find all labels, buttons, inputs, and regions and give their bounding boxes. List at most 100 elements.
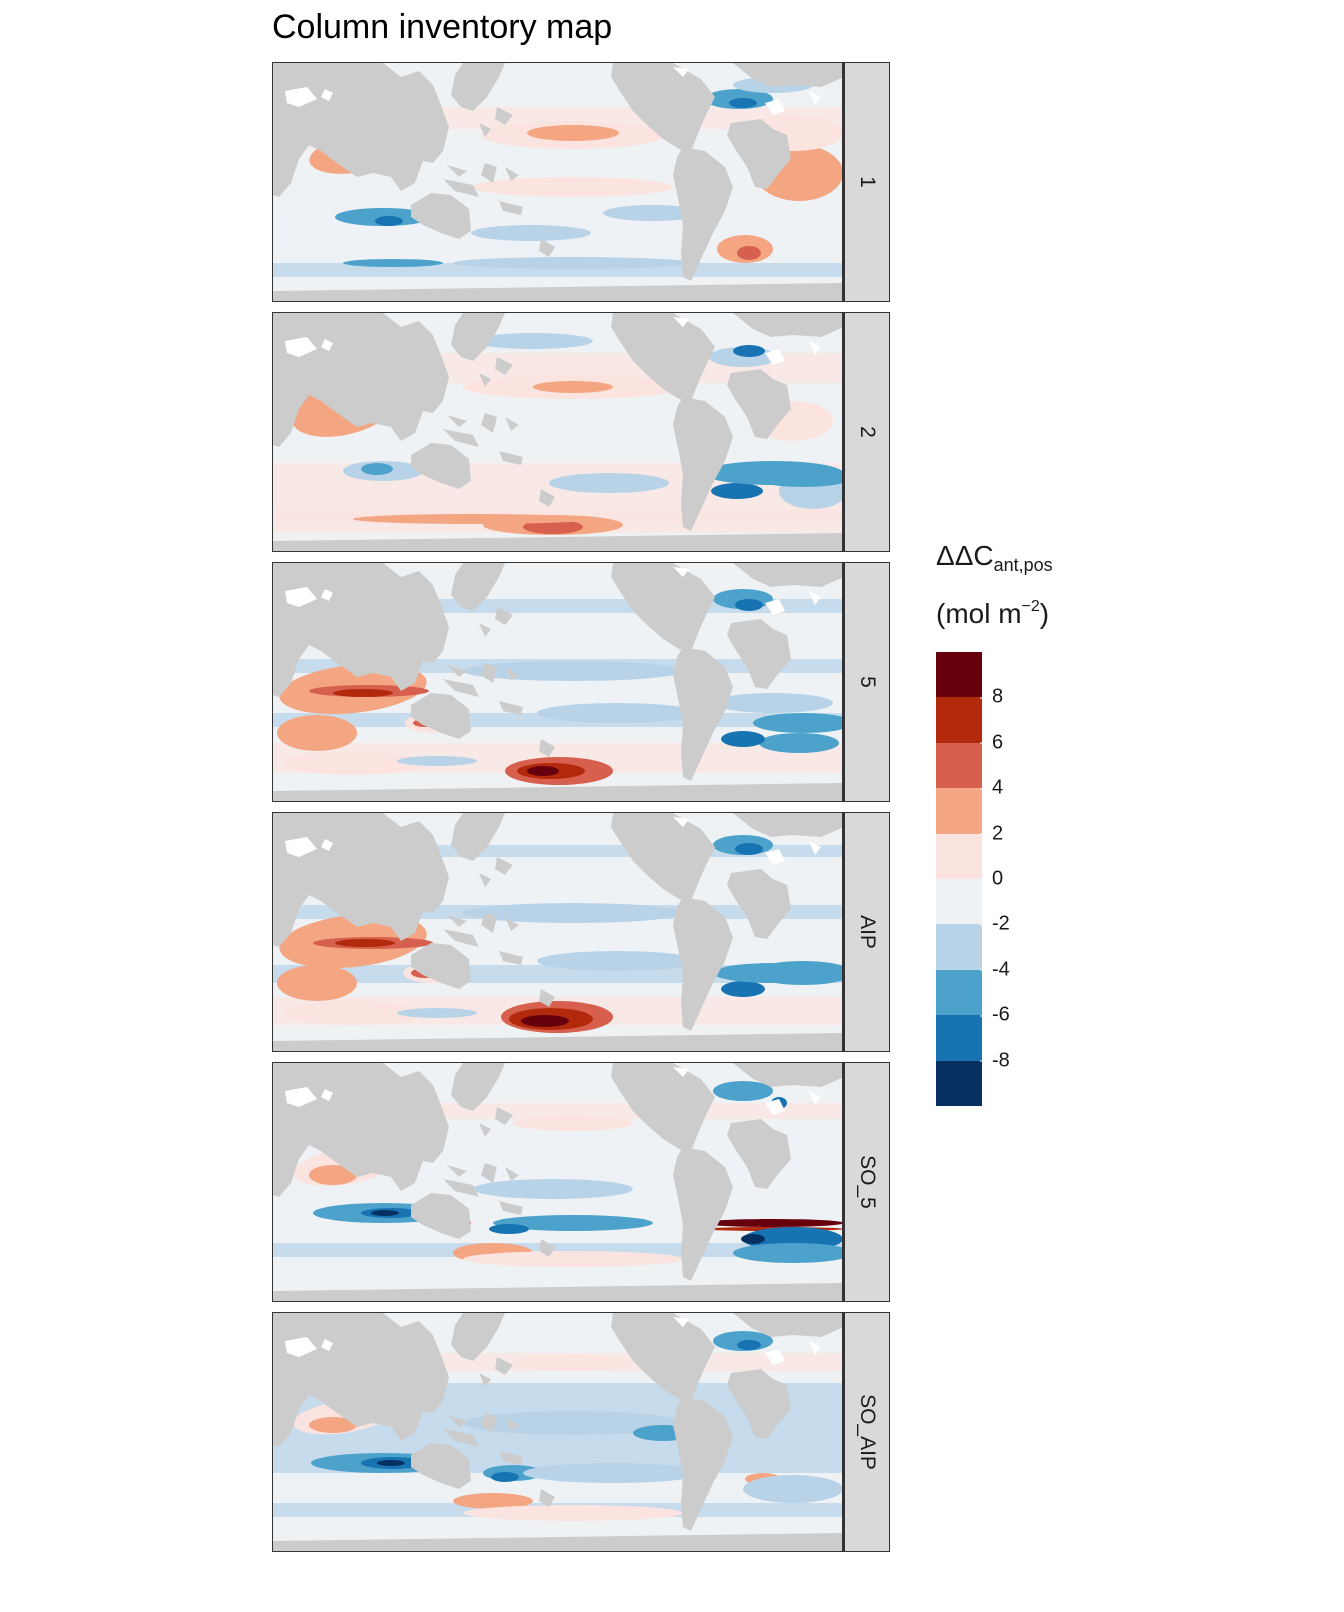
missing-data-patch [765,849,785,865]
land-mask [733,1313,842,1337]
anomaly-patch [463,903,683,923]
colorbar-tick-label: 0 [979,867,1004,890]
missing-data-patch [765,99,785,115]
land-mask [273,533,842,551]
anomaly-patch [513,1115,633,1131]
land-mask [411,1443,471,1489]
facet-panel: SO_AIP [272,1312,890,1552]
land-mask [505,1167,519,1181]
missing-data-patch [321,89,333,101]
anomaly-patch [473,177,673,197]
anomaly-patch [741,1234,765,1244]
land-mask [411,693,471,739]
facet-panel: 1 [272,62,890,302]
land-mask [451,813,505,861]
land-mask [411,193,471,239]
land-mask [505,917,519,931]
land-mask [273,1313,449,1447]
land-mask [733,563,842,587]
land-mask [273,783,842,801]
land-mask [479,123,491,137]
missing-data-patch [673,567,689,577]
land-mask [611,313,715,401]
land-mask [495,607,513,625]
colorbar-tick-label: -8 [980,1049,1010,1072]
land-mask [727,619,791,689]
anomaly-patch [523,1463,703,1483]
anomaly-patch [549,473,669,493]
missing-data-patch [321,1339,333,1351]
facet-panel: AIP [272,812,890,1052]
missing-data-patch [285,337,317,357]
land-mask [447,1415,467,1427]
anomaly-patch [375,216,403,226]
colorbar-ticks: 8 6 4 2 0 -2 -4 -6 -8 [979,652,1052,1106]
land-mask [443,1429,479,1447]
missing-data-patch [673,317,689,327]
land-mask [443,429,479,447]
colorbar-bin [936,742,982,789]
land-mask [495,357,513,375]
land-mask [727,1369,791,1439]
anomaly-patch [283,1001,423,1025]
anomaly-patch [753,713,842,733]
missing-data-patch [321,339,333,351]
land-mask [273,1033,842,1051]
land-mask [451,1063,505,1111]
land-mask [499,951,523,965]
anomaly-patch [283,751,423,775]
legend-unit-base: (mol m [936,598,1022,629]
land-mask [727,1119,791,1189]
facet-strip: 5 [843,562,890,802]
anomaly-patch [733,1243,842,1263]
land-mask [451,1313,505,1361]
land-mask [411,943,471,989]
chart-title: Column inventory map [272,8,613,46]
colorbar-tick-label: -6 [980,1003,1010,1026]
anomaly-patch [453,1493,533,1509]
colorbar-bin [936,833,982,879]
missing-data-patch [765,349,785,365]
land-mask [505,417,519,431]
colorbar-bin [936,878,982,925]
land-mask [505,167,519,181]
land-mask [539,1489,555,1507]
missing-data-patch [809,1341,821,1355]
colorbar [936,652,982,1106]
land-mask [443,179,479,197]
land-mask [495,1107,513,1125]
anomaly-patch [473,1179,633,1199]
land-mask [733,63,842,87]
map-panel [272,1062,843,1302]
anomaly-patch [333,689,393,697]
legend-unit-close: ) [1039,598,1050,629]
anomaly-patch [471,225,591,241]
colorbar-bin [936,652,982,698]
missing-data-patch [285,587,317,607]
anomaly-patch [277,965,357,1001]
missing-data-patch [765,599,785,615]
anomaly-patch [733,345,765,357]
facet-strip: 1 [843,62,890,302]
land-mask [539,1239,555,1257]
colorbar-bin [936,1060,982,1106]
facet-label: SO_AIP [856,1394,879,1470]
anomaly-patch [277,715,357,751]
anomaly-patch [721,731,765,747]
land-mask [481,913,497,933]
anomaly-patch [703,461,842,485]
legend-title-subscript: ant,pos [993,555,1053,575]
land-mask [481,163,497,183]
land-mask [673,147,733,281]
anomaly-patch [491,1472,519,1482]
legend-unit: (mol m−2) [936,598,1049,630]
anomaly-patch [527,125,619,141]
missing-data-patch [673,1317,689,1327]
colorbar-bin [936,788,982,834]
land-mask [733,813,842,837]
facet-label: 5 [856,676,879,688]
land-mask [451,63,505,111]
land-mask [505,1417,519,1431]
land-mask [479,623,491,637]
land-mask [611,563,715,651]
